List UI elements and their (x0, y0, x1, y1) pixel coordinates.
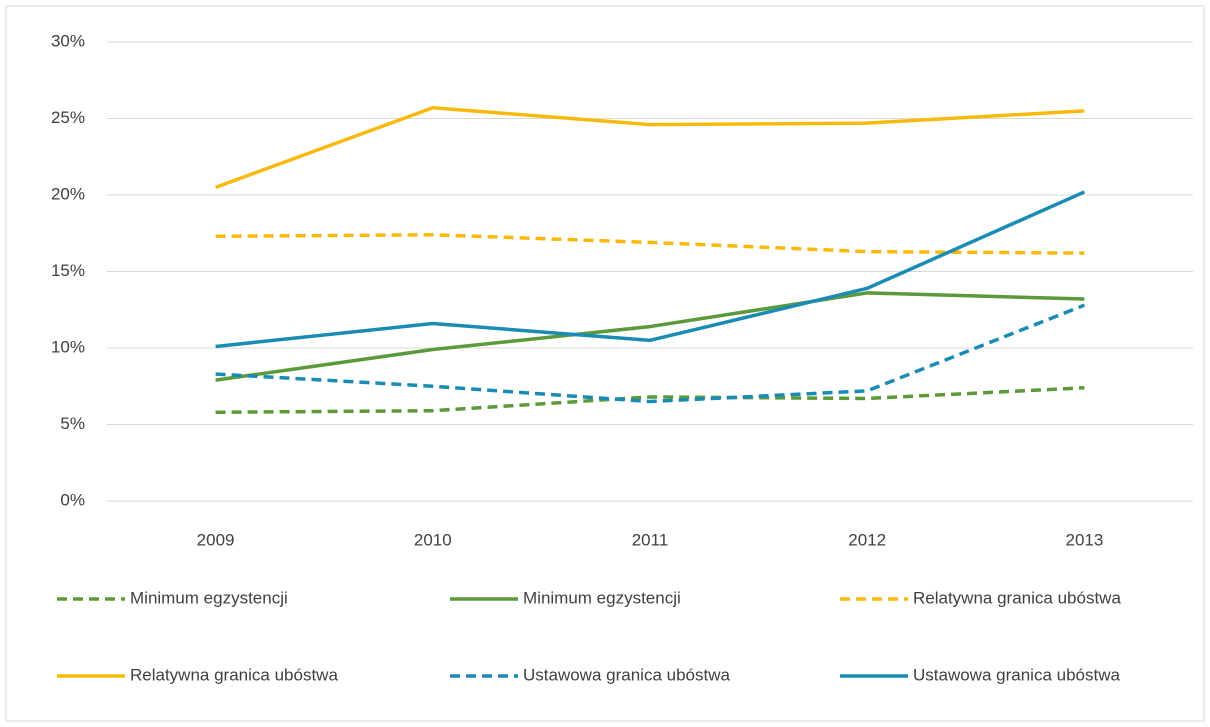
y-tick-label: 25% (51, 108, 85, 127)
y-tick-label: 30% (51, 31, 85, 50)
x-tick-label: 2012 (848, 530, 886, 549)
legend-label: Minimum egzystencji (523, 588, 681, 607)
chart-frame (5, 5, 1205, 722)
x-tick-label: 2009 (197, 530, 235, 549)
series-line (215, 386, 1085, 415)
x-tick-label: 2011 (632, 530, 669, 549)
legend-label: Ustawowa granica ubóstwa (523, 665, 730, 684)
x-tick-label: 2010 (414, 530, 452, 549)
y-tick-label: 10% (51, 337, 85, 356)
x-tick-label: 2013 (1065, 530, 1103, 549)
y-tick-label: 20% (51, 184, 85, 203)
series-line (215, 291, 1085, 382)
legend-label: Ustawowa granica ubóstwa (913, 665, 1120, 684)
series-line (215, 303, 1086, 404)
legend-label: Relatywna granica ubóstwa (130, 665, 338, 684)
y-tick-label: 5% (60, 414, 85, 433)
y-tick-label: 15% (51, 261, 85, 280)
y-tick-label: 0% (60, 490, 85, 509)
legend-label: Minimum egzystencji (130, 588, 288, 607)
legend-label: Relatywna granica ubóstwa (913, 588, 1121, 607)
series-line (214, 106, 1085, 189)
series-line (215, 233, 1085, 255)
series-line (215, 190, 1086, 349)
